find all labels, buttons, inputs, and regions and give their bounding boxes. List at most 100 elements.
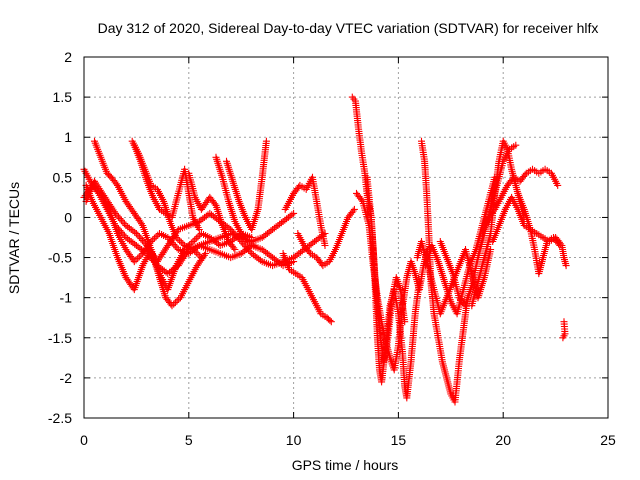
data-point xyxy=(119,230,127,238)
data-point xyxy=(225,224,233,232)
data-point xyxy=(559,334,567,342)
data-point xyxy=(230,229,238,237)
data-point xyxy=(171,242,179,250)
y-tick-label: 2 xyxy=(64,49,72,65)
data-point xyxy=(172,234,180,241)
data-point xyxy=(150,234,158,242)
data-point xyxy=(191,236,199,244)
data-point xyxy=(117,216,125,224)
chart-title: Day 312 of 2020, Sidereal Day-to-day VTE… xyxy=(98,20,599,36)
data-point xyxy=(119,218,127,226)
data-point xyxy=(114,213,122,221)
data-point xyxy=(243,244,251,252)
plot-frame xyxy=(83,56,609,419)
x-tick-label: 15 xyxy=(391,432,407,448)
data-point xyxy=(262,137,270,145)
data-point xyxy=(135,253,143,261)
data-point xyxy=(132,230,140,237)
data-point xyxy=(197,254,205,262)
data-point xyxy=(131,228,139,236)
data-point xyxy=(112,180,120,188)
data-point xyxy=(554,181,562,189)
y-tick-label: 0 xyxy=(64,209,72,225)
data-point xyxy=(171,299,179,306)
y-tick-label: -2 xyxy=(60,370,73,386)
data-point xyxy=(487,246,495,253)
data-point xyxy=(242,243,250,251)
data-point xyxy=(350,205,358,213)
x-tick-label: 20 xyxy=(495,432,511,448)
data-point xyxy=(170,240,178,248)
data-point xyxy=(168,302,176,310)
data-point xyxy=(555,240,562,248)
x-axis-label: GPS time / hours xyxy=(292,457,399,473)
data-point xyxy=(401,318,409,326)
x-tick-label: 10 xyxy=(286,432,302,448)
data-point xyxy=(130,258,138,266)
data-point xyxy=(326,316,334,324)
data-point xyxy=(173,297,181,305)
y-tick-labels: -2.5 -2 -1.5 -1 -0.5 0 0.5 1 1.5 2 xyxy=(48,49,72,426)
data-point xyxy=(173,244,181,252)
data-point xyxy=(176,237,184,245)
data-point xyxy=(174,235,182,243)
data-point xyxy=(248,234,256,241)
data-point xyxy=(194,250,202,258)
data-point xyxy=(521,171,529,179)
data-point xyxy=(227,226,235,233)
data-point xyxy=(140,238,148,246)
grid-lines xyxy=(84,57,608,418)
data-point xyxy=(195,226,203,233)
data-point xyxy=(490,207,498,215)
data-points xyxy=(80,93,570,406)
data-point xyxy=(113,211,121,219)
data-point xyxy=(228,227,236,235)
y-tick-label: -2.5 xyxy=(48,410,72,426)
data-point xyxy=(246,248,254,256)
data-point xyxy=(189,238,197,245)
data-point xyxy=(305,248,313,256)
y-tick-label: -1.5 xyxy=(48,330,72,346)
data-point xyxy=(290,209,298,217)
data-point xyxy=(175,295,183,303)
axis-ticks xyxy=(83,56,609,419)
y-tick-label: 1 xyxy=(64,129,72,145)
data-point xyxy=(135,233,143,241)
y-tick-label: -0.5 xyxy=(48,250,72,266)
data-point xyxy=(327,318,335,326)
data-point xyxy=(556,242,564,249)
data-point xyxy=(233,232,241,240)
data-point xyxy=(245,246,253,254)
y-tick-label: 0.5 xyxy=(53,169,73,185)
y-tick-label: 1.5 xyxy=(53,89,73,105)
x-tick-label: 5 xyxy=(185,432,193,448)
data-point xyxy=(177,238,185,246)
data-point xyxy=(202,250,210,257)
data-point xyxy=(239,239,247,247)
x-tick-label: 25 xyxy=(600,432,616,448)
data-point xyxy=(116,215,124,223)
data-point xyxy=(230,244,238,252)
data-point xyxy=(132,256,140,264)
y-tick-label: -1 xyxy=(60,290,73,306)
data-point xyxy=(192,234,200,242)
data-point xyxy=(288,211,296,219)
data-point xyxy=(194,233,202,241)
data-point xyxy=(321,242,329,249)
data-point xyxy=(512,141,520,149)
data-point xyxy=(152,233,160,241)
data-point xyxy=(137,251,145,259)
data-point xyxy=(170,300,178,308)
data-point xyxy=(134,231,142,239)
data-point xyxy=(237,238,245,245)
data-point xyxy=(192,249,200,257)
data-point xyxy=(231,246,239,253)
x-tick-labels: 0 5 10 15 20 25 xyxy=(80,432,616,448)
data-point xyxy=(138,236,146,244)
data-point xyxy=(250,242,258,249)
y-axis-label: SDTVAR / TECUs xyxy=(6,182,22,294)
data-point xyxy=(236,236,244,244)
data-point xyxy=(234,234,242,242)
data-point xyxy=(562,262,570,270)
